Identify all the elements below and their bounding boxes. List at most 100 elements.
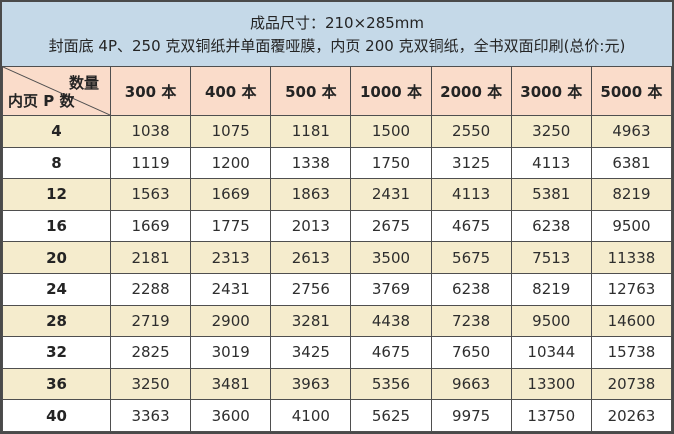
price-cell: 1863: [270, 178, 352, 211]
price-cell: 1775: [190, 209, 272, 243]
price-cell: 3600: [190, 399, 272, 432]
price-cell: 20738: [590, 367, 672, 401]
diagonal-divider-line: [3, 67, 110, 115]
price-cell: 1563: [109, 178, 192, 211]
row-header-pages: 32: [2, 336, 111, 369]
price-cell: 4963: [590, 115, 672, 148]
price-cell: 2756: [270, 272, 352, 306]
table-title-block: 成品尺寸：210×285mm 封面底 4P、250 克双铜纸并单面覆哑膜，内页 …: [2, 2, 672, 66]
price-cell: 5356: [350, 367, 432, 401]
table-row: 40 3363 3600 4100 5625 9975 13750 20263: [2, 399, 672, 432]
table-row: 36 3250 3481 3963 5356 9663 13300 20738: [2, 367, 672, 401]
column-header-qty: 400 本: [190, 66, 272, 116]
column-header-qty: 5000 本: [590, 66, 672, 116]
finished-size-title: 成品尺寸：210×285mm: [249, 13, 425, 32]
price-cell: 20263: [590, 399, 672, 432]
price-cell: 15738: [590, 336, 672, 369]
row-header-pages: 40: [2, 399, 111, 432]
price-cell: 2431: [350, 178, 432, 211]
price-cell: 3425: [270, 336, 352, 369]
price-cell: 3250: [109, 367, 192, 401]
table-row: 16 1669 1775 2013 2675 4675 6238 9500: [2, 209, 672, 243]
table-row: 8 1119 1200 1338 1750 3125 4113 6381: [2, 146, 672, 180]
price-cell: 4438: [350, 304, 432, 338]
price-table: 数量 内页 P 数 300 本 400 本 500 本 1000 本 2000 本 300…: [2, 66, 672, 432]
price-cell: 2013: [270, 209, 352, 243]
row-header-pages: 16: [2, 209, 111, 243]
row-header-pages: 36: [2, 367, 111, 401]
price-cell: 10344: [510, 336, 592, 369]
row-header-pages: 4: [2, 115, 111, 148]
price-cell: 3363: [109, 399, 192, 432]
price-cell: 1119: [109, 146, 192, 180]
price-cell: 8219: [510, 272, 592, 306]
price-cell: 4675: [430, 209, 512, 243]
price-cell: 5625: [350, 399, 432, 432]
price-cell: 3281: [270, 304, 352, 338]
price-cell: 1075: [190, 115, 272, 148]
price-cell: 9975: [430, 399, 512, 432]
price-cell: 2675: [350, 209, 432, 243]
corner-cell: 数量 内页 P 数: [2, 66, 111, 116]
price-cell: 13750: [510, 399, 592, 432]
table-row: 28 2719 2900 3281 4438 7238 9500 14600: [2, 304, 672, 338]
price-cell: 3250: [510, 115, 592, 148]
row-header-pages: 24: [2, 272, 111, 306]
header-row: 数量 内页 P 数 300 本 400 本 500 本 1000 本 2000 本 300…: [2, 66, 672, 116]
row-header-pages: 28: [2, 304, 111, 338]
price-cell: 6238: [430, 272, 512, 306]
row-header-pages: 20: [2, 241, 111, 274]
price-cell: 9500: [590, 209, 672, 243]
price-cell: 2719: [109, 304, 192, 338]
price-cell: 1038: [109, 115, 192, 148]
column-header-qty: 300 本: [109, 66, 192, 116]
price-cell: 3019: [190, 336, 272, 369]
price-cell: 5675: [430, 241, 512, 274]
table-row: 4 1038 1075 1181 1500 2550 3250 4963: [2, 115, 672, 148]
price-cell: 11338: [590, 241, 672, 274]
price-cell: 2313: [190, 241, 272, 274]
price-cell: 7238: [430, 304, 512, 338]
paper-spec-subtitle: 封面底 4P、250 克双铜纸并单面覆哑膜，内页 200 克双铜纸，全书双面印刷…: [48, 36, 626, 55]
column-header-qty: 3000 本: [510, 66, 592, 116]
price-cell: 2825: [109, 336, 192, 369]
column-header-qty: 2000 本: [430, 66, 512, 116]
price-cell: 4113: [510, 146, 592, 180]
price-cell: 7513: [510, 241, 592, 274]
price-cell: 14600: [590, 304, 672, 338]
price-cell: 2288: [109, 272, 192, 306]
price-cell: 1181: [270, 115, 352, 148]
row-header-pages: 8: [2, 146, 111, 180]
price-cell: 12763: [590, 272, 672, 306]
price-cell: 3769: [350, 272, 432, 306]
price-cell: 1338: [270, 146, 352, 180]
price-cell: 13300: [510, 367, 592, 401]
price-cell: 3963: [270, 367, 352, 401]
price-cell: 3125: [430, 146, 512, 180]
table-row: 32 2825 3019 3425 4675 7650 10344 15738: [2, 336, 672, 369]
price-cell: 9500: [510, 304, 592, 338]
price-cell: 4100: [270, 399, 352, 432]
price-cell: 9663: [430, 367, 512, 401]
corner-label-inner-pages: 内页 P 数: [8, 92, 75, 110]
price-cell: 2181: [109, 241, 192, 274]
price-cell: 2900: [190, 304, 272, 338]
table-row: 20 2181 2313 2613 3500 5675 7513 11338: [2, 241, 672, 274]
price-cell: 1669: [190, 178, 272, 211]
price-cell: 3500: [350, 241, 432, 274]
price-table-body: 4 1038 1075 1181 1500 2550 3250 4963 8 1119 1200 13…: [2, 115, 672, 432]
table-row: 24 2288 2431 2756 3769 6238 8219 12763: [2, 272, 672, 306]
price-cell: 3481: [190, 367, 272, 401]
price-cell: 2431: [190, 272, 272, 306]
price-cell: 1200: [190, 146, 272, 180]
price-cell: 8219: [590, 178, 672, 211]
corner-label-quantity: 数量: [68, 74, 99, 92]
price-cell: 1750: [350, 146, 432, 180]
price-cell: 6238: [510, 209, 592, 243]
price-cell: 1500: [350, 115, 432, 148]
price-cell: 4113: [430, 178, 512, 211]
column-header-qty: 500 本: [270, 66, 352, 116]
column-header-qty: 1000 本: [350, 66, 432, 116]
price-cell: 4675: [350, 336, 432, 369]
